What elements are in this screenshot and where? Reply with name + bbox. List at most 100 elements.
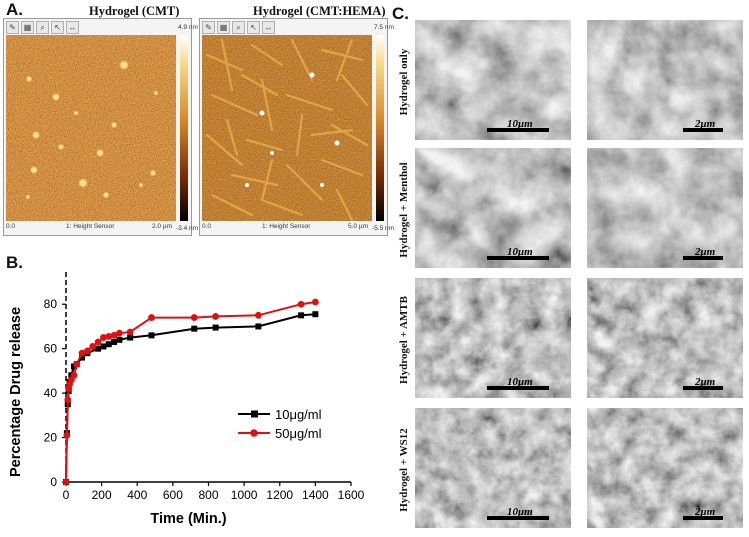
y-axis-label: Percentage Drug release bbox=[8, 307, 24, 477]
data-point bbox=[62, 478, 70, 486]
data-point bbox=[190, 314, 198, 321]
scale-bar-label: 2μm bbox=[695, 246, 716, 258]
afm-window-cmt: ✎ ▦ ⌕ ↖ ↔ Hydrogel (CMT) 4.9 nm -3.4 nm … bbox=[3, 4, 198, 236]
data-point bbox=[78, 349, 86, 357]
x-tick-label: 600 bbox=[163, 488, 183, 502]
data-point bbox=[212, 324, 219, 331]
scale-bar bbox=[487, 256, 549, 260]
sem-micrograph: 10μm bbox=[415, 20, 571, 140]
data-point bbox=[73, 360, 81, 368]
zoom-icon[interactable]: ⌕ bbox=[232, 21, 245, 34]
afm-title-cmt-hema: Hydrogel (CMT:HEMA) bbox=[253, 4, 386, 18]
data-point bbox=[89, 343, 97, 350]
scale-bar bbox=[683, 516, 723, 520]
data-point bbox=[254, 311, 262, 319]
y-tick-label: 40 bbox=[44, 386, 58, 400]
afm-channel-cmt: 1: Height Sensor bbox=[66, 223, 115, 230]
arrow-icon[interactable]: ↔ bbox=[66, 21, 79, 34]
sem-micrograph: 10μm bbox=[415, 408, 571, 528]
cursor-icon[interactable]: ↖ bbox=[247, 21, 260, 34]
grid-icon[interactable]: ▦ bbox=[217, 21, 230, 34]
legend-marker bbox=[250, 429, 258, 437]
data-point bbox=[63, 431, 71, 439]
data-point bbox=[126, 328, 134, 336]
scale-bar-label: 2μm bbox=[695, 506, 716, 518]
data-point bbox=[105, 333, 113, 340]
afm-channel-cmt-hema: 1: Height Sensor bbox=[262, 223, 311, 230]
scale-bar-label: 2μm bbox=[695, 118, 716, 130]
cursor-icon[interactable]: ↖ bbox=[51, 21, 64, 34]
afm-color-scale-cmt bbox=[180, 35, 188, 221]
x-tick-label: 1600 bbox=[338, 488, 365, 502]
scale-bar bbox=[487, 128, 549, 132]
data-point bbox=[312, 311, 319, 318]
data-point bbox=[100, 343, 107, 350]
afm-scale-max-cmt: 4.9 nm bbox=[178, 24, 198, 31]
grid-icon[interactable]: ▦ bbox=[21, 21, 34, 34]
data-point bbox=[83, 347, 91, 355]
scale-bar-label: 10μm bbox=[507, 376, 533, 388]
data-point bbox=[70, 371, 78, 379]
x-tick-label: 400 bbox=[127, 488, 147, 502]
data-point bbox=[111, 339, 118, 345]
afm-x-start-cmt-hema: 0.0 bbox=[202, 223, 212, 230]
sem-micrograph: 2μm bbox=[587, 148, 743, 268]
x-tick-label: 0 bbox=[63, 488, 70, 502]
y-tick-label: 20 bbox=[44, 431, 58, 445]
afm-x-start-cmt: 0.0 bbox=[6, 223, 16, 230]
sem-row-label: Hydrogel + Menthol bbox=[398, 162, 410, 258]
y-tick-label: 0 bbox=[50, 475, 57, 489]
data-point bbox=[311, 298, 319, 306]
scale-bar bbox=[487, 386, 549, 390]
sem-row-label: Hydrogel + AMTB bbox=[398, 296, 410, 384]
data-point bbox=[297, 300, 305, 308]
afm-toolbar: ✎ ▦ ⌕ ↖ ↔ bbox=[202, 21, 275, 34]
sem-micrograph: 2μm bbox=[587, 20, 743, 140]
pencil-icon[interactable]: ✎ bbox=[6, 21, 19, 34]
data-point bbox=[148, 332, 155, 339]
panel-a-label: A. bbox=[6, 0, 23, 19]
afm-x-end-cmt-hema: 5.0 µm bbox=[348, 223, 369, 230]
data-point bbox=[127, 334, 134, 341]
x-axis-label: Time (Min.) bbox=[150, 511, 226, 527]
sem-micrograph: 2μm bbox=[587, 278, 743, 398]
scale-bar-label: 10μm bbox=[507, 246, 533, 258]
sem-row-label: Hydrogel only bbox=[398, 48, 410, 116]
legend-label: 10μg/ml bbox=[275, 407, 322, 422]
arrow-icon[interactable]: ↔ bbox=[262, 21, 275, 34]
data-point bbox=[105, 341, 112, 348]
scale-bar bbox=[683, 256, 723, 260]
data-point bbox=[64, 396, 72, 404]
x-tick-label: 200 bbox=[92, 488, 112, 502]
afm-x-end-cmt: 2.0 µm bbox=[152, 223, 173, 230]
legend-label: 50μg/ml bbox=[275, 426, 322, 441]
x-tick-label: 1400 bbox=[302, 488, 329, 502]
sem-micrograph: 10μm bbox=[415, 278, 571, 398]
afm-title-cmt: Hydrogel (CMT) bbox=[89, 4, 180, 18]
sem-row-label: Hydrogel + WS12 bbox=[398, 428, 410, 512]
data-point bbox=[298, 312, 305, 319]
zoom-icon[interactable]: ⌕ bbox=[36, 21, 49, 34]
data-point bbox=[191, 325, 198, 332]
data-point bbox=[79, 354, 86, 361]
afm-color-scale-cmt-hema bbox=[376, 35, 384, 221]
afm-height-image-cmt-hema bbox=[202, 35, 372, 221]
sem-micrograph: 2μm bbox=[587, 408, 743, 528]
afm-scale-min-cmt-hema: -5.5 nm bbox=[372, 225, 395, 232]
x-tick-label: 800 bbox=[198, 488, 218, 502]
x-tick-label: 1000 bbox=[231, 488, 258, 502]
afm-scale-min-cmt: -3.4 nm bbox=[176, 225, 199, 232]
pencil-icon[interactable]: ✎ bbox=[202, 21, 215, 34]
x-tick-label: 1200 bbox=[266, 488, 293, 502]
afm-height-image-cmt bbox=[6, 35, 176, 221]
data-point bbox=[94, 338, 102, 346]
data-point bbox=[100, 334, 107, 341]
scale-bar-label: 10μm bbox=[507, 118, 533, 130]
afm-window-cmt-hema: ✎ ▦ ⌕ ↖ ↔ Hydrogel (CMT:HEMA) bbox=[199, 4, 394, 236]
data-point bbox=[255, 323, 262, 330]
scale-bar bbox=[683, 128, 723, 132]
scale-bar bbox=[487, 516, 549, 520]
panel-b-label: B. bbox=[6, 253, 23, 272]
data-point bbox=[212, 313, 220, 320]
data-point bbox=[95, 345, 102, 352]
